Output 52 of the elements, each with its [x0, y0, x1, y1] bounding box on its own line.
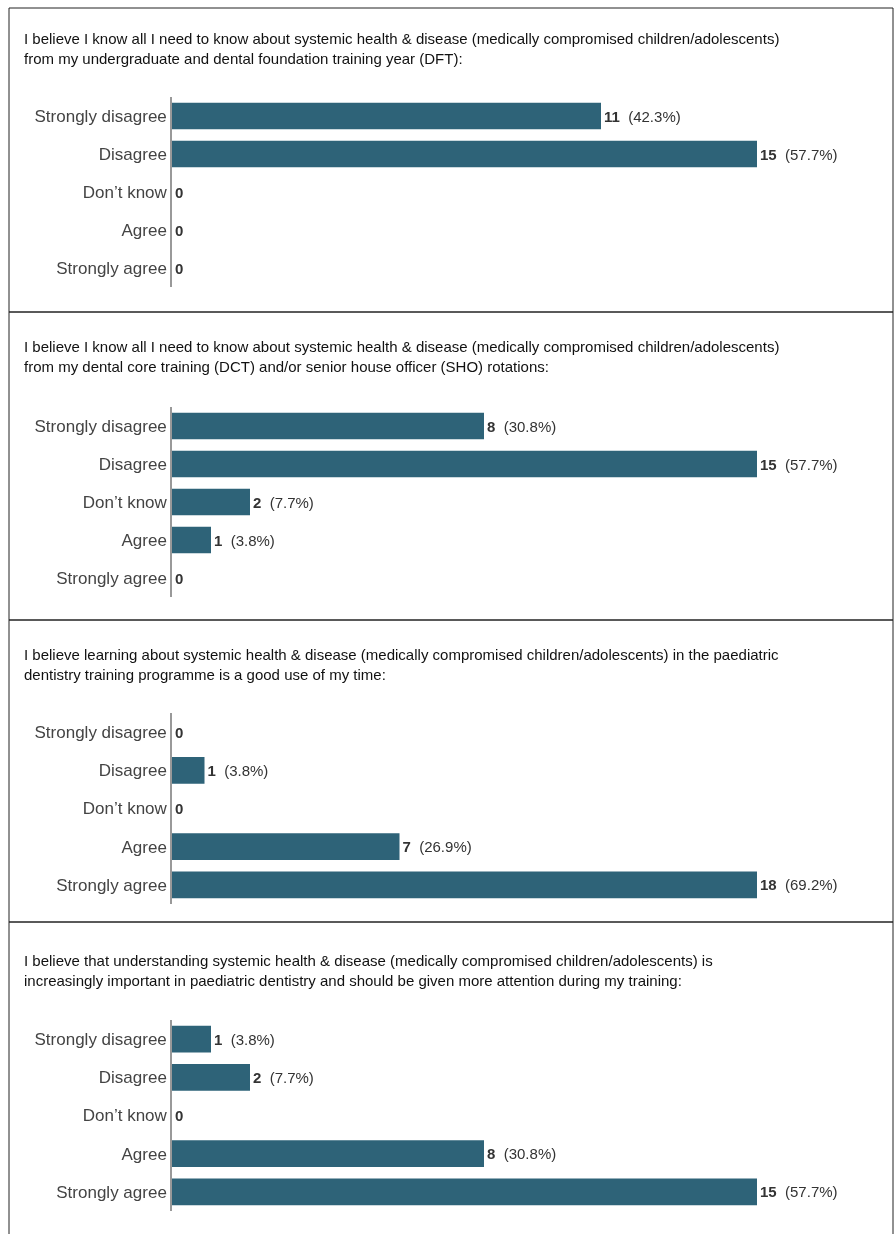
y-tick-label: Don’t know: [82, 1106, 168, 1126]
bar: [172, 1063, 250, 1091]
chart-title: I believe I know all I need to know about systemic health & disease (medically compromised children/adolescents) from my undergraduate and dental foundation training year (DFT):: [24, 30, 780, 67]
y-tick-label: Don’t know: [82, 182, 168, 202]
y-tick-label: Strongly agree: [56, 1182, 167, 1202]
y-tick-label: Strongly disagree: [34, 1030, 167, 1050]
y-tick-label: Strongly agree: [56, 258, 167, 278]
data-label: 15 (57.7%): [760, 1183, 838, 1201]
data-label: 11 (42.3%): [604, 107, 681, 125]
data-label: 0: [175, 183, 184, 201]
data-label: 1 (3.8%): [214, 531, 275, 549]
chart-title: I believe that understanding systemic health & disease (medically compromised children/adolescents) is increasingly important in paediatric dentistry and should be given more attention during my training:: [24, 952, 713, 989]
data-label: 8 (30.8%): [487, 1145, 557, 1163]
y-tick-label: Don’t know: [82, 799, 168, 819]
data-label: 2 (7.7%): [253, 493, 314, 511]
y-tick-label: Agree: [121, 220, 167, 240]
y-tick-label: Disagree: [98, 454, 167, 474]
y-tick-label: Strongly agree: [56, 568, 167, 588]
data-label: 0: [175, 1107, 184, 1124]
bar: [172, 1025, 211, 1053]
y-tick-label: Don’t know: [82, 492, 168, 512]
y-tick-label: Agree: [121, 837, 167, 857]
bar: [172, 488, 250, 516]
bar: [172, 1140, 484, 1168]
data-label: 0: [175, 569, 184, 587]
data-label: 15 (57.7%): [760, 455, 838, 473]
data-label: 7 (26.9%): [402, 838, 472, 856]
bar: [172, 1178, 757, 1206]
data-label: 0: [175, 259, 184, 277]
data-label: 15 (57.7%): [760, 145, 838, 163]
bar: [172, 450, 757, 478]
chart-title: I believe I know all I need to know about systemic health & disease (medically compromised children/adolescents) from my dental core training (DCT) and/or senior house officer (SHO) rotations:: [24, 338, 780, 375]
y-tick-label: Agree: [121, 1144, 167, 1164]
data-label: 0: [175, 723, 184, 741]
data-label: 1 (3.8%): [214, 1030, 275, 1048]
y-tick-label: Strongly agree: [56, 875, 167, 895]
y-tick-label: Agree: [121, 530, 167, 550]
y-tick-label: Strongly disagree: [34, 106, 167, 126]
y-tick-label: Strongly disagree: [34, 723, 167, 743]
bar: [172, 412, 484, 440]
data-label: 18 (69.2%): [760, 876, 838, 894]
data-label: 2 (7.7%): [253, 1068, 314, 1086]
y-tick-label: Disagree: [98, 761, 167, 781]
y-tick-label: Disagree: [98, 144, 167, 164]
data-label: 0: [175, 221, 184, 239]
data-label: 8 (30.8%): [487, 417, 557, 435]
y-tick-label: Disagree: [98, 1068, 167, 1088]
y-tick-label: Strongly disagree: [34, 416, 167, 436]
chart-title: I believe learning about systemic health & disease (medically compromised children/adolescents) in the paediatric dentistry training programme is a good use of my time:: [24, 646, 780, 683]
bar: [172, 526, 211, 554]
data-label: 1 (3.8%): [207, 761, 269, 779]
data-label: 0: [175, 800, 184, 817]
